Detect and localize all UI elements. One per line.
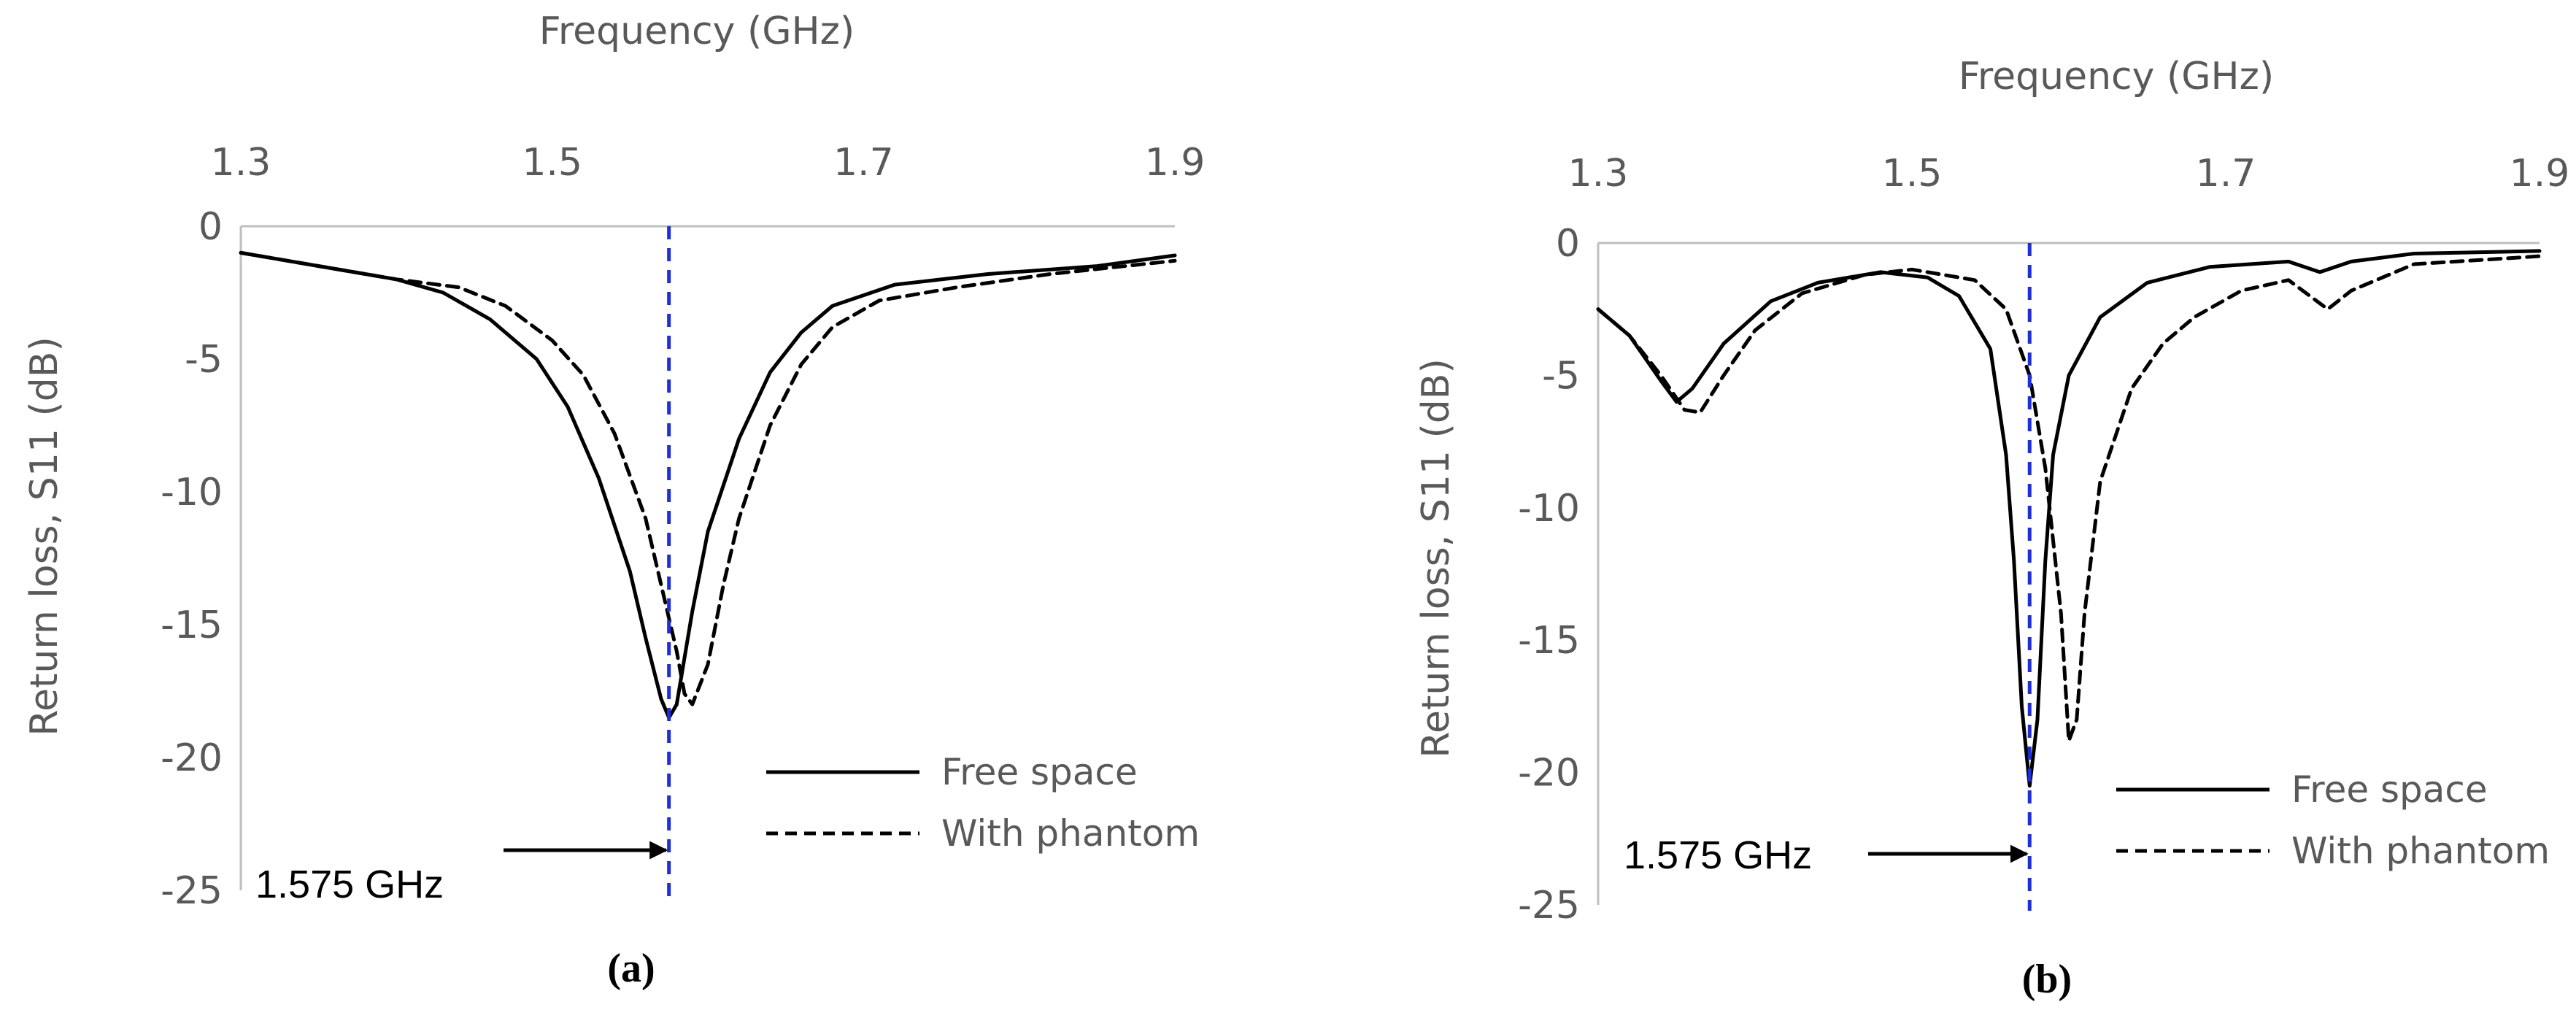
chart-panel-b: Frequency (GHz) Return loss, S11 (dB) 1.… xyxy=(1414,55,2569,1002)
y-axis-title: Return loss, S11 (dB) xyxy=(23,336,66,736)
series-line-with-phantom xyxy=(239,250,1177,706)
chart-panel-a: Frequency (GHz) Return loss, S11 (dB) 1.… xyxy=(23,9,1205,991)
y-tick-label: -15 xyxy=(1518,619,1580,663)
x-axis-title: Frequency (GHz) xyxy=(1959,55,2274,99)
x-tick-label: 1.3 xyxy=(211,141,271,185)
legend-label-with-phantom: With phantom xyxy=(941,812,1200,855)
y-tick-labels: 0 -5 -10 -15 -20 -25 xyxy=(1518,222,1580,928)
annotation-label: 1.575 GHz xyxy=(1624,833,1812,877)
y-tick-label: -10 xyxy=(161,471,223,514)
x-tick-label: 1.7 xyxy=(2196,152,2256,196)
series-line-with-phantom xyxy=(1596,254,2542,743)
x-tick-label: 1.3 xyxy=(1568,152,1629,196)
y-tick-label: -25 xyxy=(1518,884,1580,928)
x-tick-label: 1.7 xyxy=(833,141,894,185)
y-tick-label: -15 xyxy=(161,604,223,647)
y-tick-labels: 0 -5 -10 -15 -20 -25 xyxy=(161,205,223,913)
x-tick-label: 1.9 xyxy=(1145,141,1206,185)
y-tick-label: -5 xyxy=(1542,354,1580,398)
x-tick-labels: 1.3 1.5 1.7 1.9 xyxy=(1568,152,2570,196)
x-tick-label: 1.9 xyxy=(2510,152,2570,196)
series-line-free-space xyxy=(1596,249,2542,788)
legend-label-free-space: Free space xyxy=(2291,768,2488,811)
y-axis-title: Return loss, S11 (dB) xyxy=(1414,358,1458,758)
series-line-free-space xyxy=(239,250,1177,720)
panel-label: (a) xyxy=(607,946,655,991)
legend-label-with-phantom: With phantom xyxy=(2291,830,2550,872)
y-tick-label: -10 xyxy=(1518,487,1580,531)
y-tick-label: -20 xyxy=(161,736,223,780)
legend: Free space With phantom xyxy=(766,751,1200,855)
y-tick-label: -25 xyxy=(161,869,223,913)
series-layer xyxy=(239,250,1177,720)
y-tick-label: 0 xyxy=(1556,222,1580,266)
y-tick-label: -5 xyxy=(185,338,223,382)
x-axis-title: Frequency (GHz) xyxy=(539,9,855,53)
panel-label: (b) xyxy=(2022,957,2072,1002)
series-layer xyxy=(1596,249,2542,788)
y-tick-label: 0 xyxy=(198,205,223,249)
legend: Free space With phantom xyxy=(2116,768,2550,872)
annotation-label: 1.575 GHz xyxy=(255,863,444,906)
x-tick-label: 1.5 xyxy=(522,141,582,185)
x-tick-label: 1.5 xyxy=(1882,152,1943,196)
y-tick-label: -20 xyxy=(1518,752,1580,795)
legend-label-free-space: Free space xyxy=(941,751,1138,793)
x-tick-labels: 1.3 1.5 1.7 1.9 xyxy=(211,141,1206,185)
